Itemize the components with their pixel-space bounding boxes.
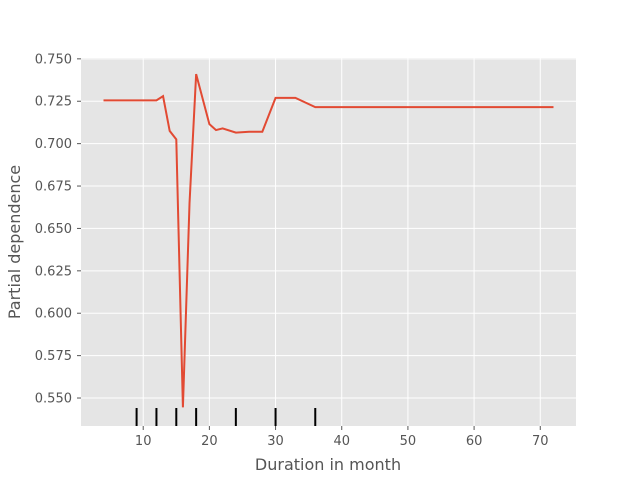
x-tick-label: 50 xyxy=(400,434,417,449)
x-axis-label: Duration in month xyxy=(255,455,401,474)
axis-ticks: 10 20 30 40 50 60 70 0.550 0.575 0.600 0.625 0.650 0… xyxy=(35,52,549,449)
x-tick-label: 40 xyxy=(333,434,350,449)
y-tick-label: 0.700 xyxy=(35,137,72,152)
y-tick-label: 0.625 xyxy=(35,264,72,279)
y-tick-label: 0.600 xyxy=(35,307,72,322)
grid-lines xyxy=(81,58,576,426)
x-tick-label: 20 xyxy=(201,434,218,449)
y-tick-label: 0.650 xyxy=(35,222,72,237)
y-tick-label: 0.550 xyxy=(35,392,72,407)
plot-background xyxy=(81,58,576,426)
x-tick-label: 70 xyxy=(532,434,549,449)
x-tick-label: 60 xyxy=(466,434,483,449)
y-tick-label: 0.725 xyxy=(35,95,72,110)
y-tick-label: 0.575 xyxy=(35,349,72,364)
y-tick-label: 0.675 xyxy=(35,180,72,195)
y-axis-label: Partial dependence xyxy=(5,165,24,319)
x-tick-label: 10 xyxy=(135,434,152,449)
rug-marks xyxy=(135,408,317,426)
x-tick-label: 30 xyxy=(267,434,284,449)
series-line xyxy=(103,73,554,408)
y-tick-label: 0.750 xyxy=(35,52,72,67)
